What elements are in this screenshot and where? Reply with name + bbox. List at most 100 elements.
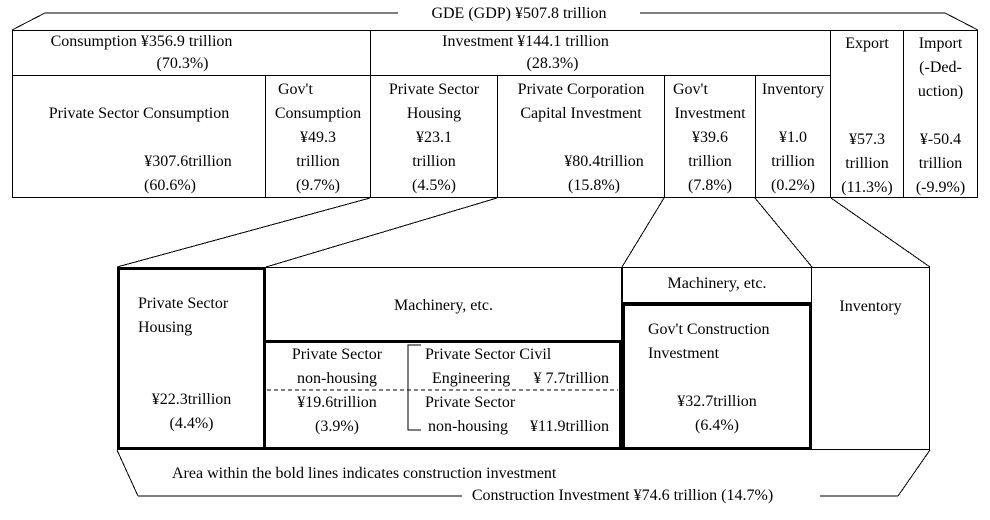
import-pct: (-9.9%) xyxy=(915,179,966,196)
govt-investment-label-2: Investment xyxy=(674,105,746,122)
inventory-box-label: Inventory xyxy=(839,298,902,315)
private-nonhousing-value: ¥19.6trillion xyxy=(297,394,377,411)
private-housing-label-1: Private Sector xyxy=(388,81,480,98)
civil-engineering-label: Engineering xyxy=(432,370,511,387)
connector-govt-left xyxy=(621,197,665,268)
export-label: Export xyxy=(845,35,889,52)
housing-box-label-1: Private Sector xyxy=(138,295,229,312)
spacer-line xyxy=(120,340,263,364)
box-govt-construction-investment: Gov't Construction Investment ¥32.7trill… xyxy=(622,303,812,450)
spacer-line xyxy=(831,56,903,80)
import-unit: trillion xyxy=(918,155,963,172)
govt-consumption-label-2: Consumption xyxy=(274,105,362,122)
govt-investment-pct: (7.8%) xyxy=(688,177,732,194)
civil-line-4: non-housing ¥11.9trillion xyxy=(423,415,609,439)
private-nonhousing-pct: (3.9%) xyxy=(315,418,359,435)
spacer-line xyxy=(13,126,265,150)
pcci-label-1: Private Corporation xyxy=(517,81,645,98)
connector-housing-right xyxy=(265,197,498,268)
gdp-table: Consumption ¥356.9 trillion (70.3%) Inve… xyxy=(12,30,978,198)
cell-export: Export ¥57.3 trillion (11.3%) xyxy=(831,31,904,197)
inventory-label: Inventory xyxy=(761,81,825,98)
civil-nonhousing-value: ¥11.9trillion xyxy=(530,418,609,435)
connector-inventory-right xyxy=(830,197,931,268)
brace-right-diagonal xyxy=(897,449,931,497)
civil-engineering-block: Private Sector Civil Engineering ¥ 7.7tr… xyxy=(423,343,609,439)
private-housing-value: ¥23.1 xyxy=(416,129,452,146)
govt-investment-label-1: Gov't xyxy=(673,81,708,98)
cell-import: Import (-Ded- uction) ¥-50.4 trillion (-… xyxy=(904,31,977,197)
connector-govt-right xyxy=(754,197,813,268)
cell-investment-header: Investment ¥144.1 trillion (28.3%) xyxy=(371,31,831,76)
cell-private-sector-housing: Private Sector Housing ¥23.1 trillion (4… xyxy=(371,76,498,197)
investment-header-label: Investment ¥144.1 trillion xyxy=(442,33,609,50)
import-label-3: uction) xyxy=(917,83,964,100)
civil-nonhousing-label: non-housing xyxy=(428,418,508,435)
brace-left-diagonal xyxy=(116,449,139,497)
private-nonhousing-block: Private Sector non-housing ¥19.6trillion… xyxy=(266,343,408,439)
box-machinery-small: Machinery, etc. xyxy=(622,267,812,303)
export-pct: (11.3%) xyxy=(841,179,893,196)
gde-lid-left-diagonal xyxy=(11,12,46,31)
box-machinery-large: Machinery, etc. xyxy=(266,267,622,340)
pcci-label-2: Capital Investment xyxy=(520,105,642,122)
private-housing-label-2: Housing xyxy=(406,105,462,122)
private-nonhousing-label-2: non-housing xyxy=(297,370,377,387)
govt-construction-label-1: Gov't Construction xyxy=(648,321,770,338)
consumption-header-label: Consumption ¥356.9 trillion xyxy=(50,33,233,50)
govt-investment-value: ¥39.6 xyxy=(692,129,728,146)
import-label: Import xyxy=(918,35,963,52)
housing-box-value: ¥22.3trillion xyxy=(151,391,232,408)
private-sector-consumption-pct: (60.6%) xyxy=(144,177,196,194)
export-unit: trillion xyxy=(845,155,889,172)
cell-private-sector-consumption: Private Sector Consumption ¥307.6trillio… xyxy=(13,76,266,197)
spacer-line xyxy=(625,366,809,390)
machinery-small-label: Machinery, etc. xyxy=(667,275,767,292)
civil-line-3: Private Sector xyxy=(425,394,516,411)
cell-govt-investment: Gov't Investment ¥39.6 trillion (7.8%) xyxy=(665,76,756,197)
inventory-unit: trillion xyxy=(771,153,815,170)
cell-govt-consumption: Gov't Consumption ¥49.3 trillion (9.7%) xyxy=(266,76,371,197)
govt-construction-value: ¥32.7trillion xyxy=(677,393,757,410)
spacer-line xyxy=(831,80,903,104)
import-value: ¥-50.4 xyxy=(919,131,962,148)
govt-investment-unit: trillion xyxy=(688,153,732,170)
machinery-large-label: Machinery, etc. xyxy=(394,297,493,314)
cell-private-corporation-capital-investment: Private Corporation Capital Investment ¥… xyxy=(498,76,665,197)
private-housing-pct: (4.5%) xyxy=(412,177,456,194)
spacer-line xyxy=(831,104,903,128)
spacer-line xyxy=(756,102,830,126)
spacer-line xyxy=(120,364,263,388)
construction-investment-total: Construction Investment ¥74.6 trillion (… xyxy=(471,487,774,504)
civil-line-1: Private Sector Civil xyxy=(425,346,552,363)
private-sector-consumption-value: ¥307.6trillion xyxy=(144,153,232,170)
govt-consumption-value: ¥49.3 xyxy=(300,129,336,146)
govt-construction-label-2: Investment xyxy=(648,345,720,362)
govt-construction-pct: (6.4%) xyxy=(695,417,739,434)
consumption-header-pct: (70.3%) xyxy=(156,55,209,72)
private-housing-unit: trillion xyxy=(412,153,456,170)
box-private-sector-housing: Private Sector Housing ¥22.3trillion (4.… xyxy=(117,267,266,450)
civil-engineering-value: ¥ 7.7trillion xyxy=(533,370,609,387)
inventory-value: ¥1.0 xyxy=(779,129,807,146)
gde-lid-right-diagonal xyxy=(944,12,979,31)
diagram-title: GDE (GDP) ¥507.8 trillion xyxy=(431,5,607,22)
private-sector-consumption-label: Private Sector Consumption xyxy=(48,105,230,122)
connector-housing-left xyxy=(116,197,371,268)
cell-inventory: Inventory ¥1.0 trillion (0.2%) xyxy=(756,76,831,197)
import-label-2: (-Ded- xyxy=(919,59,962,76)
housing-box-pct: (4.4%) xyxy=(169,415,214,432)
box-inventory: Inventory xyxy=(812,267,930,450)
investment-header-pct: (28.3%) xyxy=(526,55,579,72)
spacer-line xyxy=(498,126,664,150)
govt-consumption-label-1: Gov't xyxy=(278,81,313,98)
box-private-nonhousing-construction: Private Sector non-housing ¥19.6trillion… xyxy=(266,340,622,450)
govt-consumption-unit: trillion xyxy=(296,153,340,170)
bold-lines-note: Area within the bold lines indicates con… xyxy=(172,465,557,482)
private-nonhousing-label-1: Private Sector xyxy=(291,346,383,363)
govt-consumption-pct: (9.7%) xyxy=(296,177,340,194)
pcci-value: ¥80.4trillion xyxy=(564,153,644,170)
inventory-pct: (0.2%) xyxy=(771,177,815,194)
export-value: ¥57.3 xyxy=(849,131,885,148)
